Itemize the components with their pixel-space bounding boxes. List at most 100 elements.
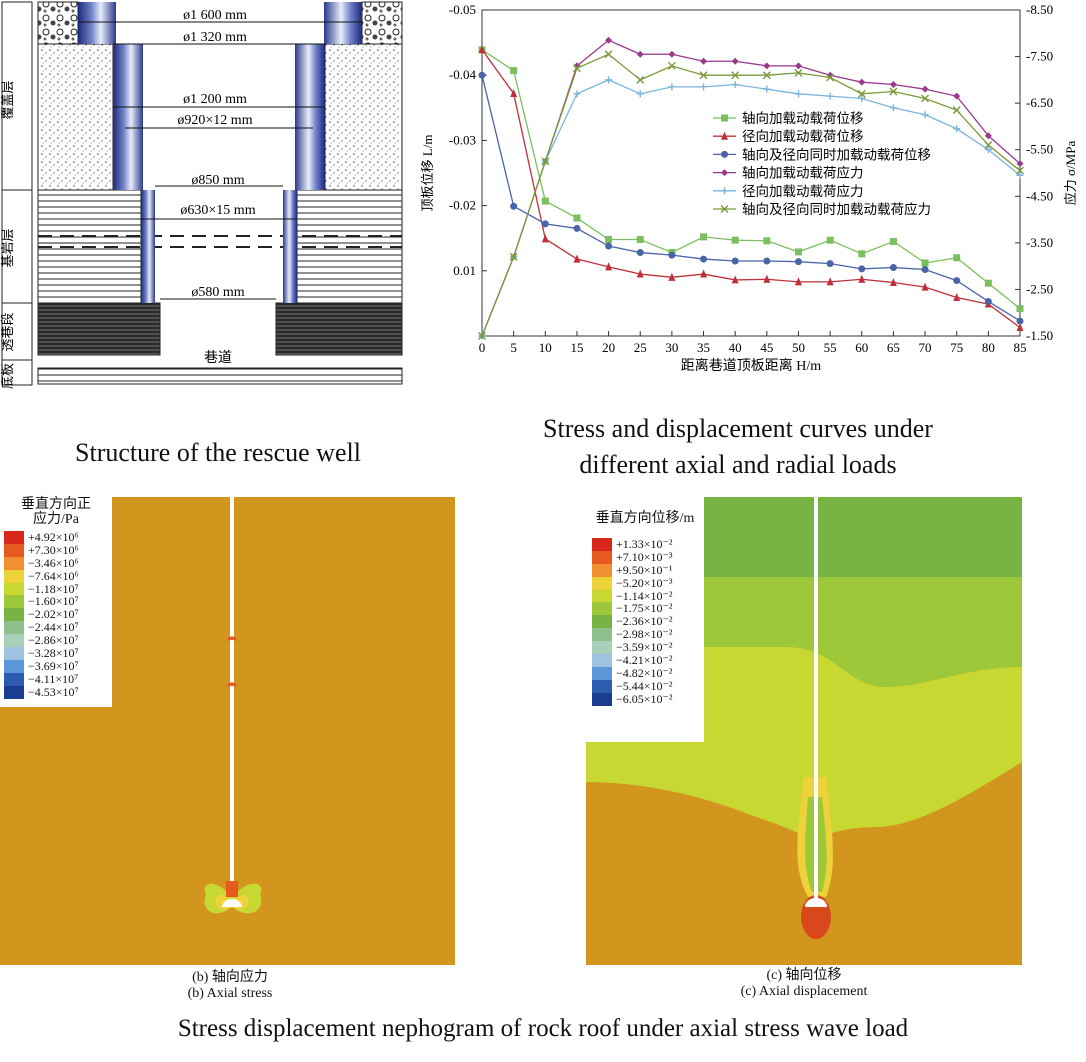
series-point bbox=[510, 202, 518, 210]
stress-legend-swatch bbox=[4, 647, 24, 660]
series-point bbox=[763, 85, 771, 93]
stress-legend-value: +4.92×10⁶ bbox=[28, 529, 79, 544]
right-axis-label: 应力 σ/MPa bbox=[1063, 141, 1078, 206]
displacement-legend-row: −5.20×10⁻³ bbox=[592, 575, 704, 590]
series-point bbox=[889, 81, 897, 89]
dim-580: ø580 mm bbox=[191, 285, 244, 300]
series-point bbox=[858, 250, 866, 258]
series-point bbox=[636, 249, 644, 257]
stress-legend-swatch bbox=[4, 621, 24, 635]
stress-legend-value: −3.46×10⁶ bbox=[28, 555, 79, 570]
displacement-legend-swatch bbox=[592, 679, 612, 693]
x-tick-label: 5 bbox=[510, 340, 516, 355]
stress-displacement-chart: 顶板位移 L/m 应力 σ/MPa 距离巷道顶板距离 H/m 0 5 10 15 20 2… bbox=[420, 2, 1078, 374]
displacement-legend-value: −2.98×10⁻² bbox=[616, 627, 673, 642]
series-point bbox=[794, 277, 802, 286]
series-point bbox=[858, 78, 866, 86]
series-point bbox=[573, 224, 581, 232]
series-point bbox=[921, 282, 929, 291]
series-point bbox=[541, 157, 550, 166]
nephogram-b-label-en: (b) Axial stress bbox=[187, 986, 273, 1001]
series-point bbox=[1016, 160, 1024, 168]
series-point bbox=[953, 125, 961, 133]
casing-outer-left bbox=[78, 2, 116, 44]
stress-legend-value: +7.30×10⁶ bbox=[28, 542, 79, 557]
displacement-legend-swatch bbox=[592, 654, 612, 667]
series-point bbox=[573, 254, 581, 263]
stress-legend-row: +7.30×10⁶ bbox=[4, 542, 112, 557]
series-point bbox=[636, 236, 644, 244]
series-point bbox=[889, 278, 897, 287]
displacement-legend-swatch bbox=[592, 550, 612, 564]
series-point bbox=[953, 277, 961, 285]
series-point bbox=[731, 57, 739, 65]
series-point bbox=[763, 257, 771, 265]
gravel-left bbox=[37, 1, 79, 45]
displacement-legend-swatch bbox=[592, 641, 612, 655]
series-point bbox=[478, 45, 486, 54]
series-point bbox=[1016, 323, 1024, 332]
series-point bbox=[826, 260, 834, 268]
x-tick-label: 50 bbox=[792, 340, 805, 355]
displacement-legend-row: +7.10×10⁻³ bbox=[592, 550, 704, 564]
displacement-legend-value: −5.20×10⁻³ bbox=[616, 575, 673, 590]
displacement-legend-value: −4.82×10⁻² bbox=[616, 665, 673, 680]
displacement-legend-row: −5.44×10⁻² bbox=[592, 679, 704, 693]
stress-legend-row: −3.69×10⁷ bbox=[4, 659, 112, 673]
chart-panel: 顶板位移 L/m 应力 σ/MPa 距离巷道顶板距离 H/m 0 5 10 15 20 2… bbox=[418, 0, 1086, 395]
x-tick-label: 25 bbox=[634, 340, 647, 355]
series-point bbox=[700, 255, 708, 263]
series-point bbox=[636, 75, 645, 84]
well-caption: Structure of the rescue well bbox=[75, 438, 361, 467]
displacement-legend-swatch bbox=[592, 563, 612, 577]
displacement-legend: 垂直方向位移/m +1.33×10⁻² +7.10×10⁻³ +9.50×10⁻¹ −… bbox=[586, 497, 704, 742]
series-point bbox=[731, 275, 739, 284]
legend-label: 径向加载动载荷位移 bbox=[742, 129, 864, 144]
series-point bbox=[604, 50, 613, 59]
series-point bbox=[984, 146, 992, 154]
series-point bbox=[921, 94, 930, 103]
displacement-legend-row: +9.50×10⁻¹ bbox=[592, 563, 704, 577]
displacement-legend-row: −6.05×10⁻² bbox=[592, 691, 704, 706]
stress-legend-row: −2.02×10⁷ bbox=[4, 607, 112, 621]
stress-legend-swatch bbox=[4, 556, 24, 570]
stress-legend-row: +4.92×10⁶ bbox=[4, 529, 112, 544]
axial-stress-nephogram: 垂直方向正 应力/Pa +4.92×10⁶ +7.30×10⁶ −3.46×10⁶ −… bbox=[0, 497, 455, 965]
series-point bbox=[605, 76, 613, 84]
legend-marker bbox=[721, 150, 728, 158]
series-point bbox=[605, 36, 613, 44]
right-tick-label: -7.50 bbox=[1026, 49, 1053, 64]
legend-marker bbox=[720, 205, 729, 213]
series-point bbox=[794, 68, 803, 77]
well-structure-diagram: 覆盖层 基岩层 透巷段 底板 ø1 600 mm ø1 320 mm ø1 20… bbox=[0, 1, 403, 389]
legend-marker bbox=[721, 169, 728, 177]
stress-legend-row: −3.28×10⁷ bbox=[4, 646, 112, 660]
x-tick-label: 80 bbox=[982, 340, 995, 355]
series-point bbox=[762, 71, 771, 80]
displacement-legend-value: −6.05×10⁻² bbox=[616, 691, 673, 706]
series-point bbox=[605, 262, 613, 271]
floor-strata bbox=[37, 367, 403, 385]
bottom-caption: Stress displacement nephogram of rock ro… bbox=[177, 1015, 909, 1042]
sand-right bbox=[324, 43, 403, 191]
stress-legend-swatch bbox=[4, 531, 24, 544]
x-tick-label: 20 bbox=[602, 340, 615, 355]
legend-marker bbox=[721, 187, 728, 195]
chart-caption-line1: Stress and displacement curves under bbox=[543, 414, 933, 443]
stress-legend-swatch bbox=[4, 582, 24, 596]
series-point bbox=[731, 81, 739, 89]
series-point bbox=[984, 141, 993, 150]
stress-legend-row: −7.64×10⁶ bbox=[4, 569, 112, 583]
coal-left bbox=[37, 302, 161, 356]
left-tick-label: -0.04 bbox=[449, 67, 477, 82]
displacement-legend-row: −4.21×10⁻² bbox=[592, 653, 704, 667]
series-point bbox=[478, 332, 486, 340]
stress-legend-swatch bbox=[4, 672, 24, 686]
series-point bbox=[763, 274, 771, 283]
series-point bbox=[858, 274, 866, 283]
right-tick-label: -6.50 bbox=[1026, 95, 1053, 110]
stress-legend-swatch bbox=[4, 685, 24, 699]
layer-cover-label: 覆盖层 bbox=[0, 80, 15, 119]
series-line bbox=[481, 49, 1021, 310]
series-point bbox=[826, 92, 834, 100]
